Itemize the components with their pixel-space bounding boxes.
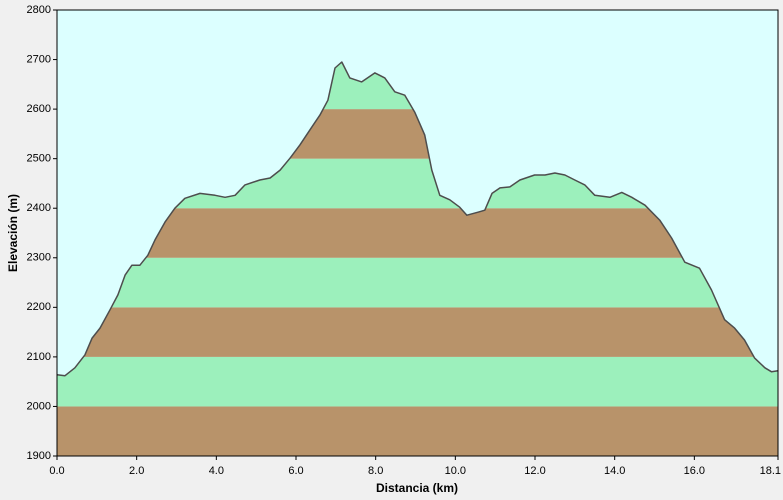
x-axis-title: Distancia (km) xyxy=(376,481,458,495)
y-tick-label: 2100 xyxy=(27,351,51,363)
x-tick-label: 8.0 xyxy=(368,465,383,477)
elevation-band xyxy=(57,356,778,407)
elevation-band xyxy=(57,307,778,357)
y-tick-label: 2700 xyxy=(27,53,51,65)
x-tick-label: 2.0 xyxy=(129,465,144,477)
marks xyxy=(56,61,779,377)
y-tick-label: 2600 xyxy=(27,103,51,115)
y-tick-label: 2400 xyxy=(27,202,51,214)
elevation-band xyxy=(57,257,778,308)
y-tick-label: 2300 xyxy=(27,252,51,264)
y-tick-label: 2200 xyxy=(27,301,51,313)
y-axis-title: Elevación (m) xyxy=(6,194,20,272)
plot-border xyxy=(56,9,779,457)
x-tick-label: 18.1 xyxy=(760,465,781,477)
y-tick-label: 2800 xyxy=(27,4,51,16)
x-tick-label: 12.0 xyxy=(524,465,545,477)
x-tick-label: 16.0 xyxy=(684,465,705,477)
x-tick-label: 10.0 xyxy=(445,465,466,477)
y-tick-label: 2000 xyxy=(27,400,51,412)
x-tick-label: 4.0 xyxy=(209,465,224,477)
y-tick-label: 1900 xyxy=(27,450,51,462)
x-tick-label: 6.0 xyxy=(288,465,303,477)
y-tick-label: 2500 xyxy=(27,153,51,165)
elevation-band xyxy=(57,406,778,456)
profile-line xyxy=(56,61,779,377)
x-tick-label: 0.0 xyxy=(49,465,64,477)
x-tick-label: 14.0 xyxy=(604,465,625,477)
